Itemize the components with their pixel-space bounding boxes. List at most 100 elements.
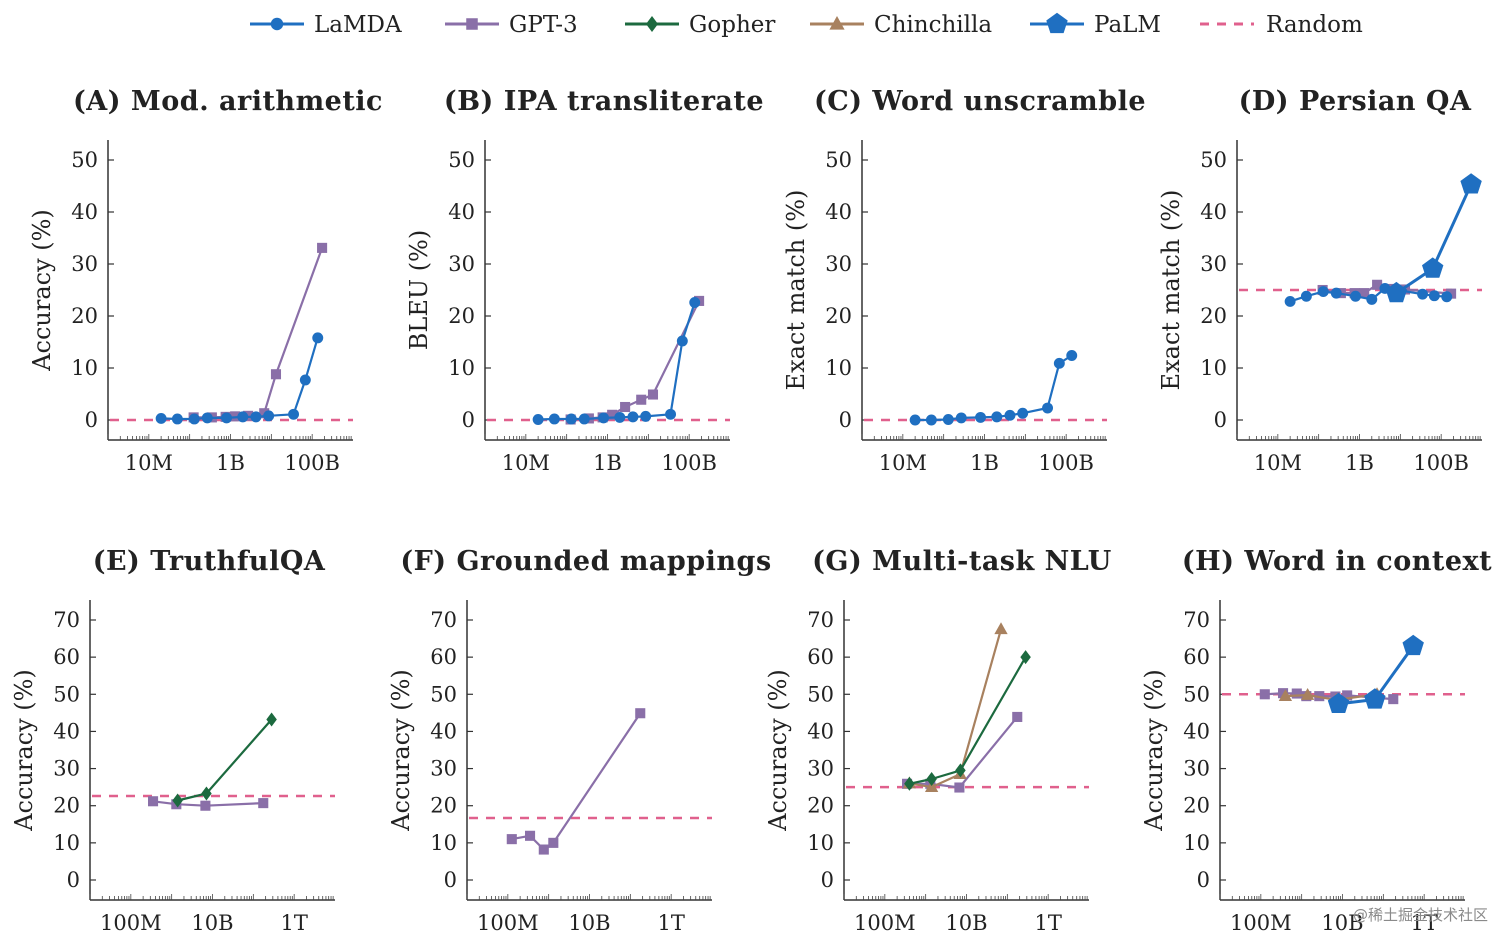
x-tick-label: 1B	[593, 451, 622, 475]
legend-label-gopher: Gopher	[689, 12, 775, 38]
x-tick-label: 10B	[568, 911, 610, 935]
data-point-lamda	[171, 413, 183, 425]
legend-label-gpt-3: GPT-3	[509, 12, 578, 38]
legend-label-random: Random	[1266, 12, 1363, 38]
data-point-gpt-3	[1359, 288, 1370, 299]
y-tick-label: 20	[1183, 794, 1210, 818]
panel-title: (D) Persian QA	[1239, 86, 1472, 117]
chart-panel-c-word-unscramble: (C) Word unscramble 0 10 20 30 40 50 10M 1B 100B E…	[782, 86, 1146, 475]
series-line-gopher	[177, 718, 273, 802]
panel-title: (A) Mod. arithmetic	[73, 86, 383, 117]
data-point-lamda	[548, 413, 560, 425]
legend-marker-chinchilla	[829, 16, 845, 30]
y-tick-label: 0	[821, 868, 834, 892]
legend-marker-palm	[1046, 12, 1068, 34]
data-point-lamda	[1366, 293, 1378, 305]
y-tick-label: 0	[67, 868, 80, 892]
series-line-chinchilla	[909, 629, 1003, 789]
y-axis-label: Accuracy (%)	[1140, 669, 1168, 832]
legend-marker-lamda	[270, 17, 284, 31]
data-point-gpt-3	[1372, 279, 1383, 290]
data-point-lamda	[975, 411, 987, 423]
x-tick-label: 100M	[100, 911, 162, 935]
y-tick-label: 50	[71, 148, 98, 172]
data-point-lamda	[1053, 357, 1065, 369]
y-tick-label: 40	[430, 719, 457, 743]
chart-panel-a-mod-arithmetic: (A) Mod. arithmetic 0 10 20 30 40 50 10M 1B 100B A…	[28, 86, 383, 475]
chart-panel-e-truthfulqa: (E) TruthfulQA 0 10 20 30 40 50 60 70 100M 10B 1T Ac…	[10, 546, 335, 935]
data-point-lamda	[188, 413, 200, 425]
data-point-gpt-3	[1291, 688, 1302, 699]
series-gopher	[172, 712, 277, 808]
y-tick-label: 40	[1200, 200, 1227, 224]
y-tick-label: 50	[1183, 682, 1210, 706]
legend-marker-gpt-3	[466, 18, 478, 30]
data-point-lamda	[909, 414, 921, 426]
data-point-chinchilla	[994, 622, 1008, 635]
data-point-gopher	[904, 776, 915, 791]
data-point-lamda	[1042, 402, 1054, 414]
series-line-gpt-3	[193, 247, 324, 419]
y-tick-label: 0	[462, 408, 475, 432]
x-tick-label: 100B	[1413, 451, 1469, 475]
y-tick-label: 20	[53, 794, 80, 818]
panel-title: (E) TruthfulQA	[93, 546, 326, 577]
data-point-lamda	[201, 412, 213, 424]
legend-marker-gopher	[646, 16, 658, 32]
y-tick-label: 70	[1183, 608, 1210, 632]
y-tick-label: 0	[444, 868, 457, 892]
x-tick-label: 1B	[216, 451, 245, 475]
watermark-text: @稀土掘金技术社区	[1353, 906, 1488, 924]
data-point-gpt-3	[1259, 689, 1270, 700]
chart-panel-d-persian-qa: (D) Persian QA 0 10 20 30 40 50 10M 1B 100B Exact …	[1157, 86, 1482, 475]
data-point-lamda	[1350, 290, 1362, 302]
y-axis-label: Accuracy (%)	[28, 209, 56, 372]
y-tick-label: 10	[448, 356, 475, 380]
series-line-gopher	[909, 656, 1027, 785]
x-tick-label: 1T	[1410, 911, 1437, 935]
data-point-lamda	[221, 412, 233, 424]
x-tick-label: 100M	[477, 911, 539, 935]
y-tick-label: 20	[430, 794, 457, 818]
y-tick-label: 30	[430, 757, 457, 781]
data-point-palm	[1460, 173, 1482, 194]
y-tick-label: 10	[71, 356, 98, 380]
data-point-lamda	[1441, 291, 1453, 303]
x-tick-label: 100M	[854, 911, 916, 935]
data-point-gopher	[955, 763, 966, 778]
y-tick-label: 40	[1183, 719, 1210, 743]
y-axis-label: Accuracy (%)	[10, 669, 38, 832]
x-tick-label: 100B	[661, 451, 717, 475]
data-point-lamda	[598, 412, 610, 424]
data-point-gpt-3	[1342, 690, 1353, 701]
data-point-gopher	[926, 771, 937, 786]
y-tick-label: 70	[430, 608, 457, 632]
x-tick-label: 10B	[945, 911, 987, 935]
data-point-lamda	[689, 297, 701, 308]
legend-label-lamda: LaMDA	[314, 12, 402, 38]
y-tick-label: 0	[1197, 868, 1210, 892]
x-tick-label: 100B	[284, 451, 340, 475]
data-point-palm	[1327, 692, 1350, 713]
data-point-gpt-3	[636, 394, 647, 405]
y-tick-label: 50	[430, 682, 457, 706]
series-palm	[1385, 173, 1482, 303]
x-tick-label: 1T	[1034, 911, 1061, 935]
data-point-gpt-3	[148, 796, 159, 807]
y-tick-label: 30	[53, 757, 80, 781]
y-tick-label: 10	[825, 356, 852, 380]
y-tick-label: 50	[825, 148, 852, 172]
data-point-palm	[1422, 257, 1444, 278]
data-point-lamda	[565, 413, 577, 425]
x-tick-label: 1B	[1345, 451, 1374, 475]
y-tick-label: 70	[53, 608, 80, 632]
data-point-lamda	[155, 412, 167, 424]
y-tick-label: 60	[807, 645, 834, 669]
y-tick-label: 10	[807, 831, 834, 855]
x-tick-label: 10M	[125, 451, 173, 475]
chart-panel-f-grounded-mappings: (F) Grounded mappings 0 10 20 30 40 50 60 70 100M…	[387, 546, 771, 935]
panel-title: (H) Word in context	[1182, 546, 1492, 577]
legend-item-gpt-3: GPT-3	[445, 12, 578, 38]
data-point-gpt-3	[954, 782, 965, 793]
x-tick-label: 10M	[1254, 451, 1302, 475]
